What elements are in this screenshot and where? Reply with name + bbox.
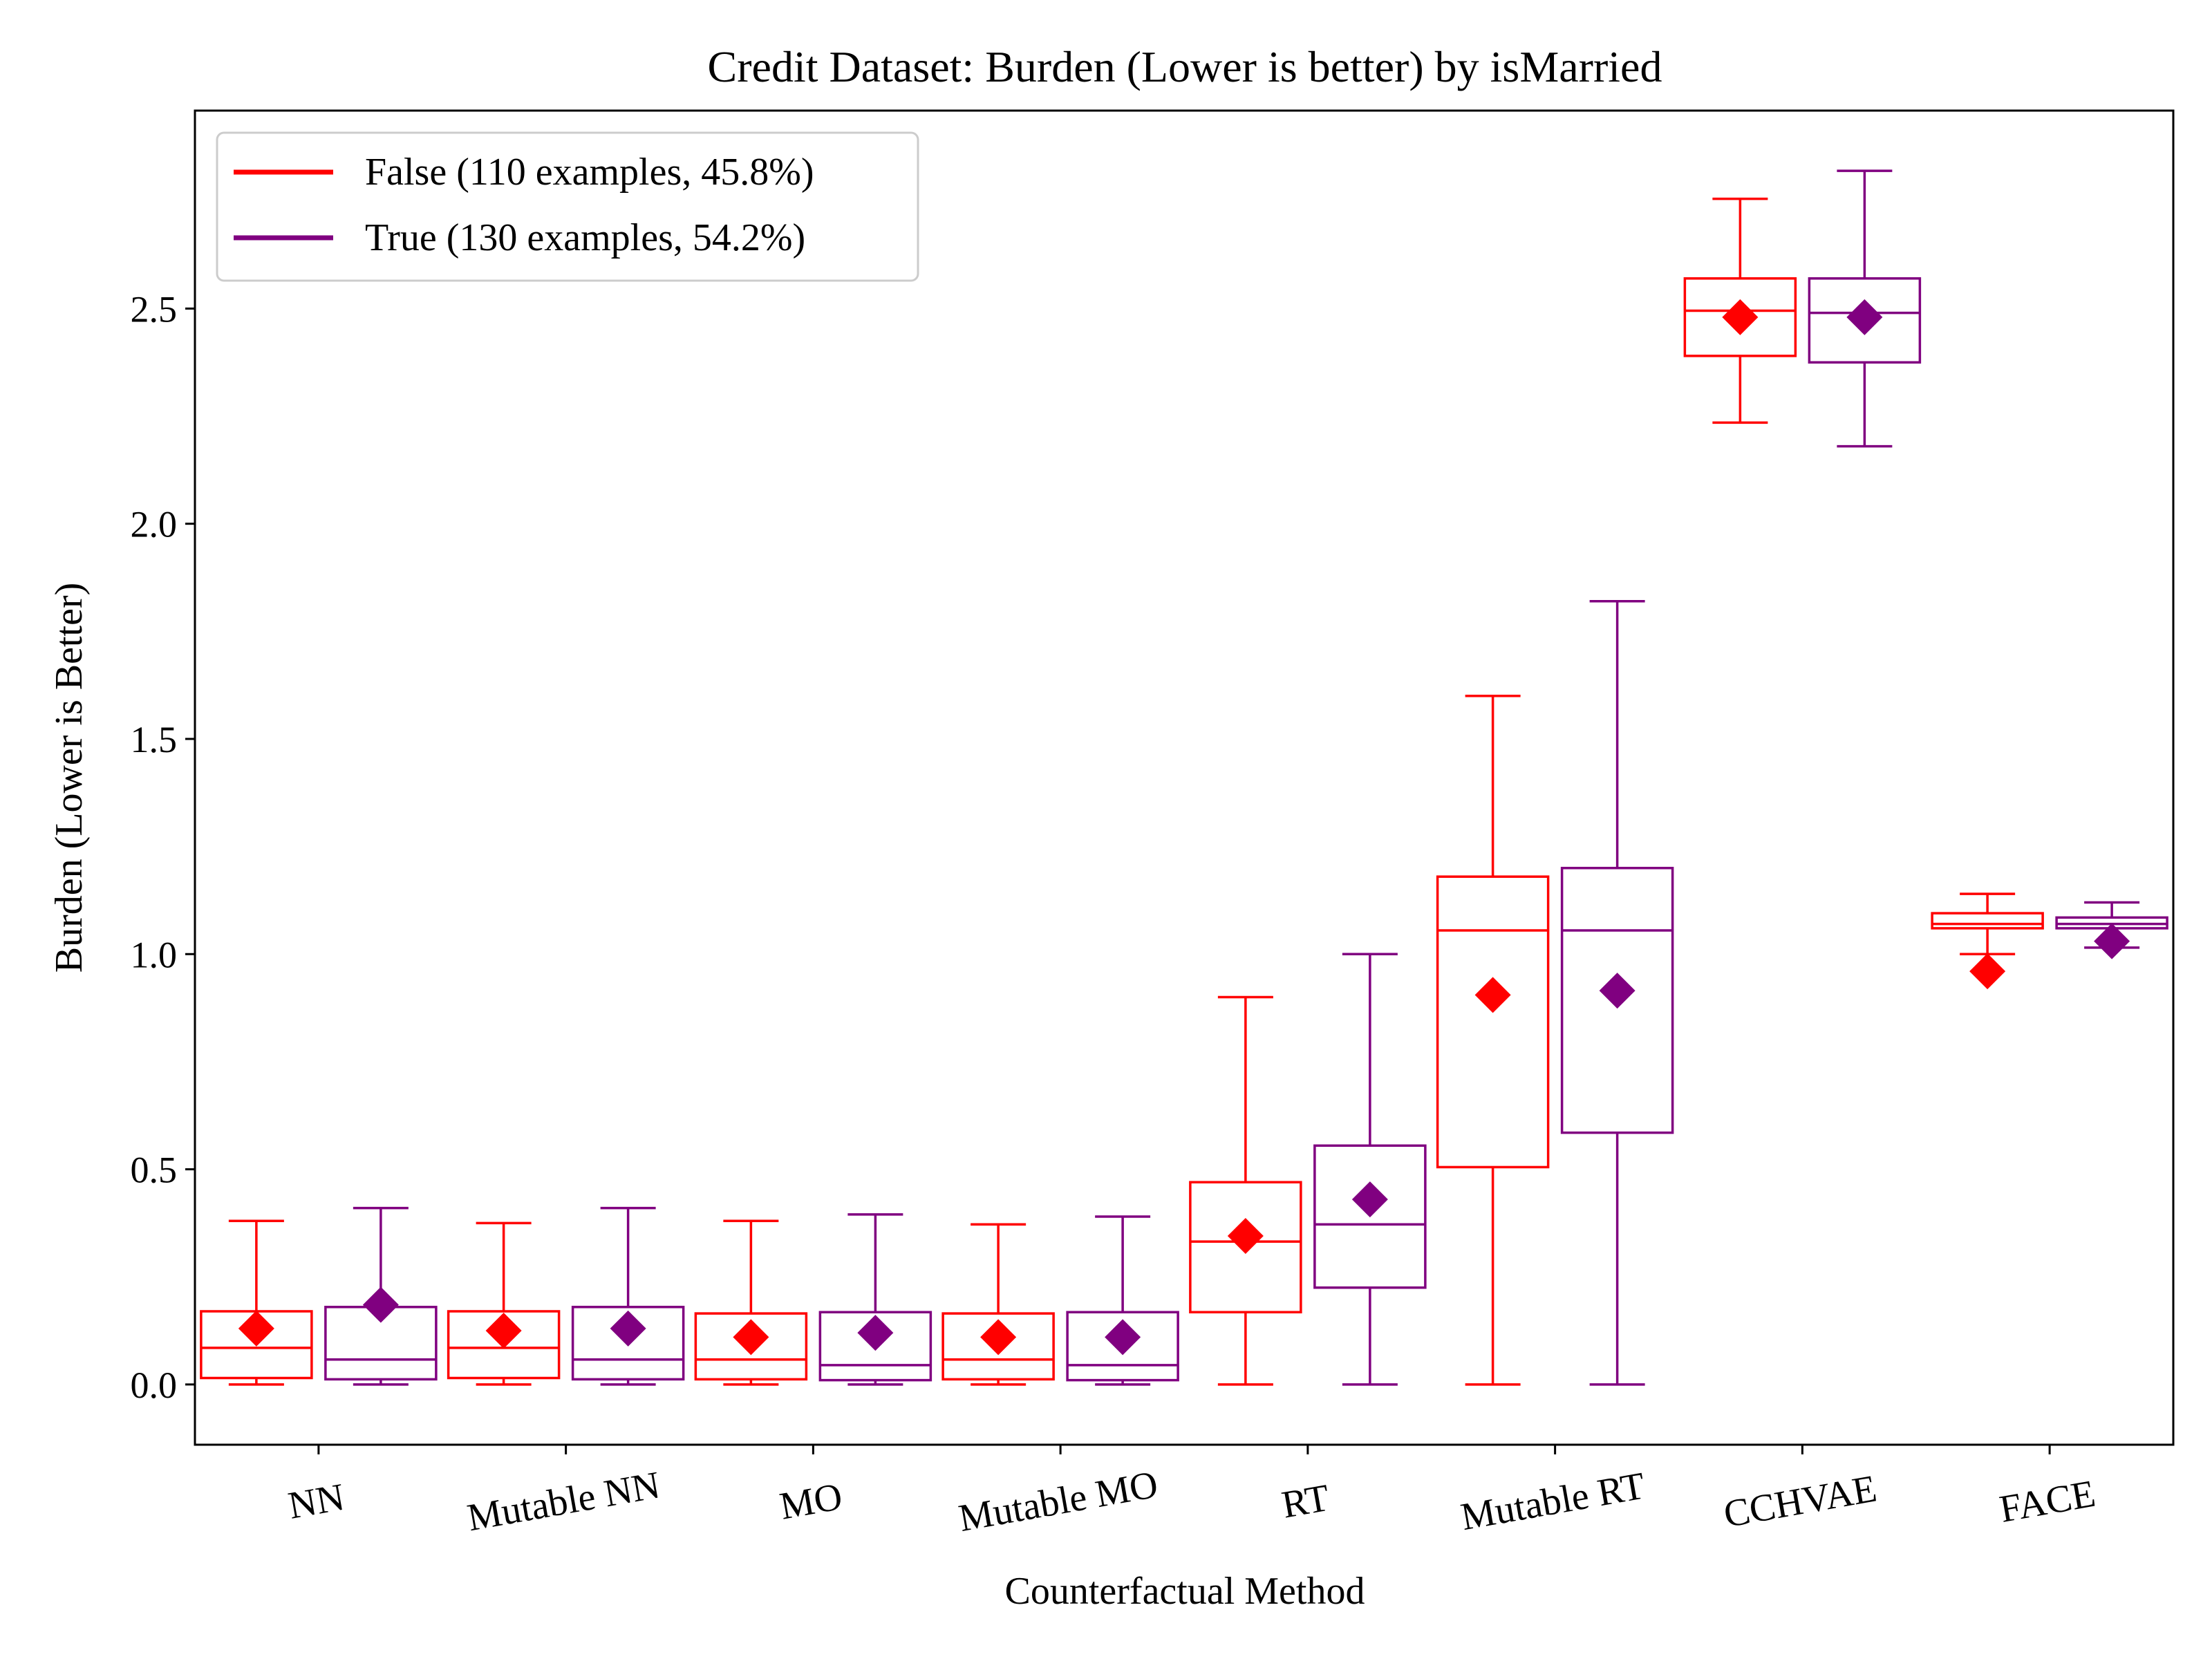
box-true-6 [1808, 169, 1922, 448]
x-tick-label: MO [776, 1475, 845, 1528]
box-false-7 [1931, 892, 2044, 990]
iqr-box [1683, 277, 1797, 357]
y-tick-label: 2.5 [131, 288, 178, 330]
iqr-box [941, 1312, 1055, 1381]
iqr-box [571, 1306, 685, 1381]
box-false-6 [1683, 197, 1797, 424]
box-true-5 [1560, 599, 1674, 1386]
mean-marker [610, 1310, 646, 1347]
y-axis-label: Burden (Lower is Better) [48, 583, 91, 973]
y-axis: 0.0 0.5 1.0 1.5 2.0 2.5 [131, 288, 195, 1406]
mean-marker [238, 1310, 274, 1347]
mean-marker [362, 1286, 399, 1323]
y-tick-label: 1.0 [131, 934, 178, 975]
plot-frame [194, 109, 2175, 1446]
box-true-1 [571, 1206, 685, 1386]
legend-label-false: False (110 examples, 45.8%) [365, 151, 814, 194]
box-false-2 [694, 1219, 808, 1386]
y-tick-label: 1.5 [131, 719, 178, 760]
mean-marker [1846, 299, 1883, 335]
chart-title: Credit Dataset: Burden (Lower is better)… [708, 42, 1662, 91]
box-true-0 [324, 1206, 438, 1386]
box-false-5 [1436, 694, 1550, 1386]
x-tick-label: RT [1279, 1477, 1333, 1527]
box-true-7 [2055, 901, 2168, 959]
mean-marker [485, 1313, 522, 1349]
box-true-3 [1066, 1215, 1179, 1386]
iqr-box [1808, 277, 1922, 364]
mean-marker [2094, 923, 2130, 959]
y-tick-label: 2.0 [131, 504, 178, 545]
x-axis-label: Counterfactual Method [1005, 1570, 1365, 1613]
mean-marker [1722, 299, 1759, 335]
iqr-box [694, 1312, 808, 1381]
box-false-1 [447, 1221, 561, 1386]
box-false-3 [941, 1223, 1055, 1386]
iqr-box [818, 1311, 932, 1382]
mean-marker [1227, 1218, 1264, 1255]
mean-marker [1969, 953, 2006, 990]
iqr-box [1931, 912, 2044, 930]
mean-marker [1474, 977, 1511, 1013]
mean-marker [857, 1315, 894, 1351]
y-tick-label: 0.5 [131, 1150, 178, 1191]
legend-frame [216, 131, 919, 282]
box-true-4 [1313, 953, 1427, 1386]
box-true-2 [818, 1213, 932, 1386]
plot-area [200, 169, 2168, 1386]
iqr-box [1436, 875, 1550, 1169]
box-false-4 [1189, 995, 1302, 1386]
iqr-box [1313, 1144, 1427, 1289]
box-false-0 [200, 1219, 313, 1386]
mean-marker [980, 1319, 1017, 1356]
iqr-box [1066, 1311, 1179, 1382]
x-tick-label: NN [285, 1476, 348, 1528]
mean-marker [1599, 973, 1635, 1009]
legend-label-true: True (130 examples, 54.2%) [365, 216, 805, 259]
legend: False (110 examples, 45.8%) True (130 ex… [216, 131, 919, 282]
mean-marker [733, 1319, 769, 1356]
mean-marker [1351, 1181, 1388, 1218]
iqr-box [447, 1310, 561, 1380]
iqr-box [1189, 1181, 1302, 1313]
y-tick-label: 0.0 [131, 1365, 178, 1406]
mean-marker [1105, 1319, 1141, 1356]
iqr-box [1560, 866, 1674, 1134]
